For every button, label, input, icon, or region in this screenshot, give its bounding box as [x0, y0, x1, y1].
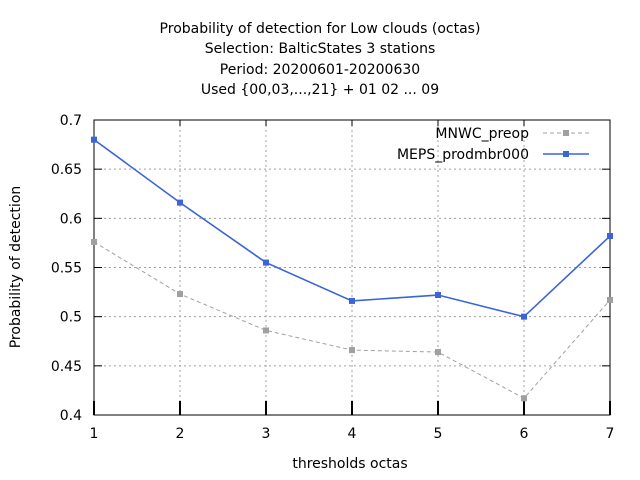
legend-label-meps-prodmbr000: MEPS_prodmbr000	[397, 147, 529, 163]
legend-marker-meps-prodmbr000	[563, 151, 569, 157]
chart-title-line-1: Probability of detection for Low clouds …	[159, 21, 481, 37]
x-tick-label: 6	[520, 426, 529, 442]
chart-title-line-4: Used {00,03,...,21} + 01 02 ... 09	[200, 82, 440, 98]
y-tick-label: 0.65	[51, 162, 82, 178]
data-point-mnwc-preop	[521, 395, 527, 402]
data-point-meps-prodmbr000	[435, 292, 441, 299]
y-axis-label: Probability of detection	[8, 185, 24, 349]
data-point-mnwc-preop	[177, 291, 183, 298]
legend-label-mnwc-preop: MNWC_preop	[435, 126, 529, 142]
x-tick-label: 2	[176, 426, 185, 442]
x-tick-label: 1	[90, 426, 99, 442]
chart-title-line-2: Selection: BalticStates 3 stations	[204, 41, 436, 57]
legend-marker-mnwc-preop	[563, 130, 569, 136]
x-tick-label: 3	[262, 426, 271, 442]
y-tick-label: 0.5	[60, 310, 82, 326]
data-point-mnwc-preop	[263, 327, 269, 334]
x-tick-label: 7	[606, 426, 615, 442]
x-tick-label: 4	[348, 426, 357, 442]
data-point-mnwc-preop	[349, 347, 355, 354]
data-point-mnwc-preop	[435, 349, 441, 356]
x-tick-label: 5	[434, 426, 443, 442]
y-tick-label: 0.7	[60, 113, 82, 129]
data-point-meps-prodmbr000	[607, 233, 613, 240]
y-tick-label: 0.4	[60, 408, 82, 424]
y-tick-label: 0.45	[51, 359, 82, 375]
data-point-mnwc-preop	[607, 296, 613, 303]
data-point-meps-prodmbr000	[349, 297, 355, 304]
y-tick-label: 0.55	[51, 261, 82, 277]
data-point-meps-prodmbr000	[263, 259, 269, 266]
data-point-meps-prodmbr000	[521, 313, 527, 320]
y-tick-label: 0.6	[60, 211, 82, 227]
data-point-meps-prodmbr000	[91, 136, 97, 143]
chart-title-line-3: Period: 20200601-20200630	[219, 62, 421, 78]
data-point-mnwc-preop	[91, 238, 97, 245]
data-point-meps-prodmbr000	[177, 199, 183, 206]
x-axis-label: thresholds octas	[292, 456, 408, 472]
